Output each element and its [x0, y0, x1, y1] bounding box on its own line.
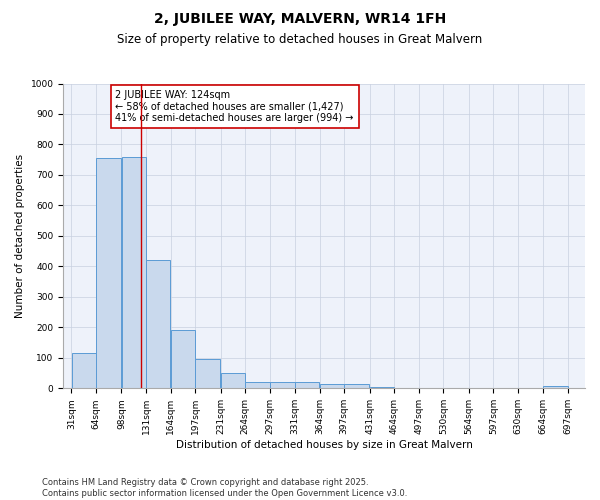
Bar: [196, 360, 220, 388]
Bar: [71, 354, 96, 388]
Bar: [270, 382, 295, 388]
Text: Size of property relative to detached houses in Great Malvern: Size of property relative to detached ho…: [118, 32, 482, 46]
Text: 2, JUBILEE WAY, MALVERN, WR14 1FH: 2, JUBILEE WAY, MALVERN, WR14 1FH: [154, 12, 446, 26]
Bar: [544, 386, 568, 388]
Bar: [344, 384, 370, 388]
Bar: [221, 373, 245, 388]
Bar: [146, 260, 170, 388]
X-axis label: Distribution of detached houses by size in Great Malvern: Distribution of detached houses by size …: [176, 440, 473, 450]
Bar: [245, 382, 269, 388]
Bar: [171, 330, 195, 388]
Bar: [320, 384, 344, 388]
Bar: [96, 158, 121, 388]
Y-axis label: Number of detached properties: Number of detached properties: [15, 154, 25, 318]
Bar: [122, 156, 146, 388]
Bar: [295, 382, 319, 388]
Text: 2 JUBILEE WAY: 124sqm
← 58% of detached houses are smaller (1,427)
41% of semi-d: 2 JUBILEE WAY: 124sqm ← 58% of detached …: [115, 90, 354, 123]
Text: Contains HM Land Registry data © Crown copyright and database right 2025.
Contai: Contains HM Land Registry data © Crown c…: [42, 478, 407, 498]
